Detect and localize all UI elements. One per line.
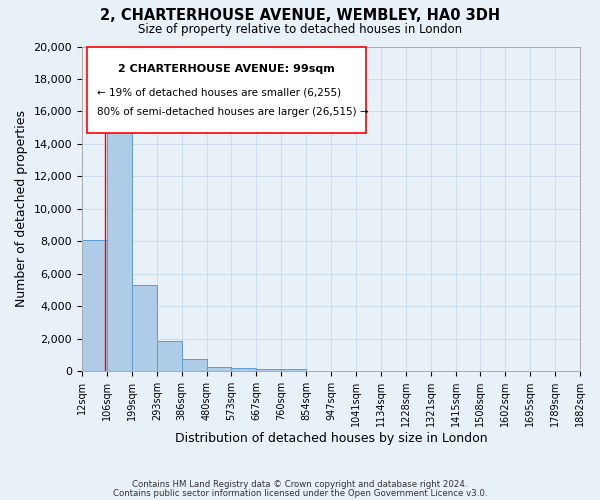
Text: 2 CHARTERHOUSE AVENUE: 99sqm: 2 CHARTERHOUSE AVENUE: 99sqm xyxy=(118,64,335,74)
Text: Contains HM Land Registry data © Crown copyright and database right 2024.: Contains HM Land Registry data © Crown c… xyxy=(132,480,468,489)
Bar xyxy=(206,366,232,371)
Text: 80% of semi-detached houses are larger (26,515) →: 80% of semi-detached houses are larger (… xyxy=(97,106,368,117)
X-axis label: Distribution of detached houses by size in London: Distribution of detached houses by size … xyxy=(175,432,487,445)
Bar xyxy=(87,46,366,132)
Bar xyxy=(232,368,256,371)
Text: Contains public sector information licensed under the Open Government Licence v3: Contains public sector information licen… xyxy=(113,488,487,498)
Bar xyxy=(107,102,132,371)
Bar xyxy=(82,240,107,371)
Text: ← 19% of detached houses are smaller (6,255): ← 19% of detached houses are smaller (6,… xyxy=(97,88,341,98)
Y-axis label: Number of detached properties: Number of detached properties xyxy=(15,110,28,308)
Bar xyxy=(132,285,157,371)
Bar xyxy=(256,369,281,371)
Text: 2, CHARTERHOUSE AVENUE, WEMBLEY, HA0 3DH: 2, CHARTERHOUSE AVENUE, WEMBLEY, HA0 3DH xyxy=(100,8,500,22)
Bar xyxy=(281,369,306,371)
Bar xyxy=(157,341,182,371)
Text: Size of property relative to detached houses in London: Size of property relative to detached ho… xyxy=(138,22,462,36)
Bar xyxy=(182,359,206,371)
